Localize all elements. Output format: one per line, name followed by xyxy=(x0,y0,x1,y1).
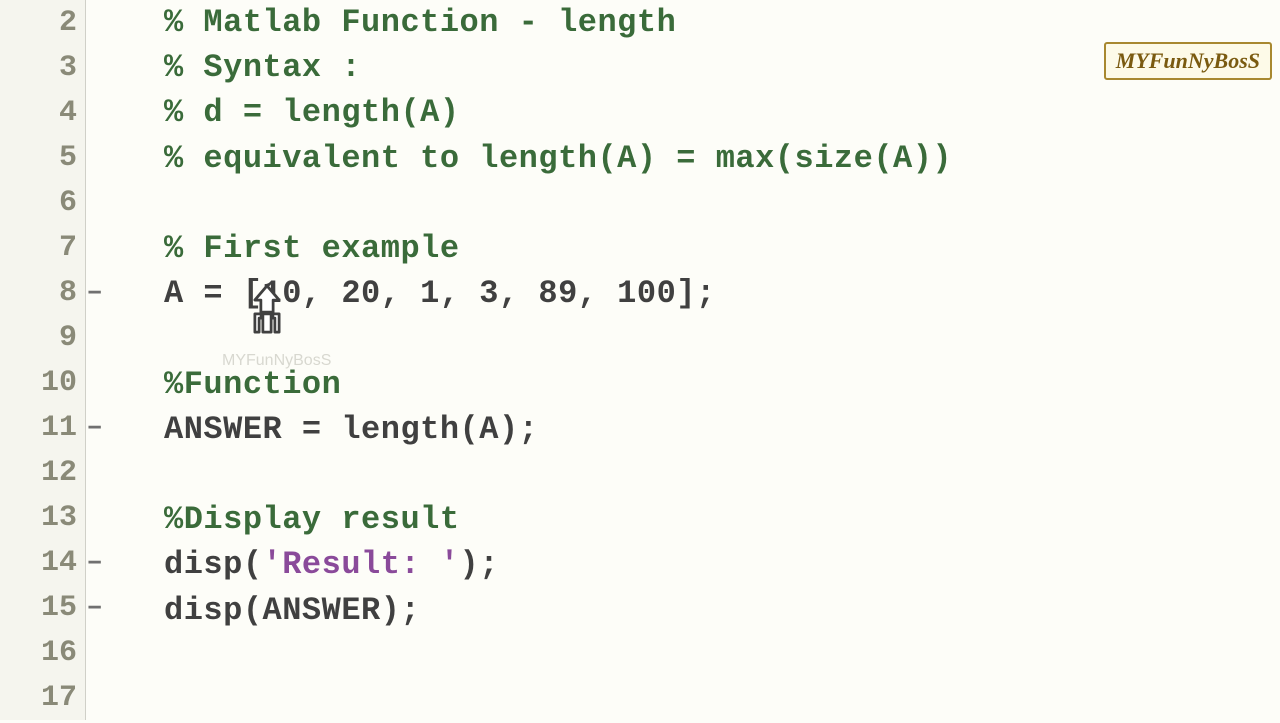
gutter-row: 9 xyxy=(0,315,85,360)
comment-text: % Matlab Function - length xyxy=(164,4,676,41)
gutter-row: 16 xyxy=(0,630,85,675)
string-literal: 'Result: ' xyxy=(263,546,460,583)
comment-text: % First example xyxy=(164,230,460,267)
code-line[interactable]: ANSWER = length(A); xyxy=(164,407,1280,452)
code-line[interactable]: % d = length(A) xyxy=(164,90,1280,135)
code-line[interactable] xyxy=(164,633,1280,678)
code-line[interactable]: disp(ANSWER); xyxy=(164,587,1280,632)
gutter-row: 17 xyxy=(0,675,85,720)
code-text: A = [10, 20, 1, 3, 89, 100]; xyxy=(164,275,716,312)
code-line[interactable]: disp('Result: '); xyxy=(164,542,1280,587)
code-text: ANSWER = length(A); xyxy=(164,411,538,448)
code-line[interactable]: %Display result xyxy=(164,497,1280,542)
code-line[interactable]: % First example xyxy=(164,226,1280,271)
comment-text: % Syntax : xyxy=(164,49,361,86)
gutter-row: 12 xyxy=(0,450,85,495)
line-number: 17 xyxy=(41,681,77,715)
code-line[interactable] xyxy=(164,678,1280,723)
line-number: 2 xyxy=(59,6,77,40)
line-number-gutter: 2 3 4 5 6 7 8– 9 10 11– 12 13 14–15– 16 17 xyxy=(0,0,86,720)
line-number: 7 xyxy=(59,231,77,265)
comment-text: % d = length(A) xyxy=(164,94,460,131)
code-line[interactable] xyxy=(164,316,1280,361)
line-number: 15 xyxy=(41,591,77,625)
code-line[interactable] xyxy=(164,181,1280,226)
gutter-row: 10 xyxy=(0,360,85,405)
code-line[interactable]: A = [10, 20, 1, 3, 89, 100]; xyxy=(164,271,1280,316)
gutter-row: 11– xyxy=(0,405,85,450)
gutter-row: 6 xyxy=(0,180,85,225)
comment-text: %Function xyxy=(164,366,341,403)
gutter-row: 7 xyxy=(0,225,85,270)
comment-text: % equivalent to length(A) = max(size(A)) xyxy=(164,140,952,177)
line-number: 8 xyxy=(59,276,77,310)
code-line[interactable]: % Matlab Function - length xyxy=(164,0,1280,45)
comment-text: %Display result xyxy=(164,501,460,538)
gutter-row: 15– xyxy=(0,585,85,630)
line-number: 10 xyxy=(41,366,77,400)
code-text: ); xyxy=(460,546,499,583)
gutter-row: 2 xyxy=(0,0,85,45)
watermark-badge: MYFunNyBosS xyxy=(1104,42,1272,80)
code-editor: 2 3 4 5 6 7 8– 9 10 11– 12 13 14–15– 16 17 % Matlab Fu… xyxy=(0,0,1280,720)
faint-watermark: MYFunNyBosS xyxy=(222,352,331,370)
line-number: 4 xyxy=(59,96,77,130)
code-line[interactable]: %Function xyxy=(164,362,1280,407)
gutter-row: 14– xyxy=(0,540,85,585)
gutter-row: 8– xyxy=(0,270,85,315)
line-number: 11 xyxy=(41,411,77,445)
line-number: 12 xyxy=(41,456,77,490)
gutter-row: 5 xyxy=(0,135,85,180)
line-number: 13 xyxy=(41,501,77,535)
line-number: 16 xyxy=(41,636,77,670)
line-number: 14 xyxy=(41,546,77,580)
code-text: disp( xyxy=(164,546,263,583)
line-number: 3 xyxy=(59,51,77,85)
gutter-row: 4 xyxy=(0,90,85,135)
code-line[interactable]: % equivalent to length(A) = max(size(A)) xyxy=(164,136,1280,181)
code-line[interactable] xyxy=(164,452,1280,497)
line-number: 9 xyxy=(59,321,77,355)
line-number: 6 xyxy=(59,186,77,220)
line-number: 5 xyxy=(59,141,77,175)
code-text: disp(ANSWER); xyxy=(164,592,420,629)
gutter-row: 3 xyxy=(0,45,85,90)
gutter-row: 13 xyxy=(0,495,85,540)
